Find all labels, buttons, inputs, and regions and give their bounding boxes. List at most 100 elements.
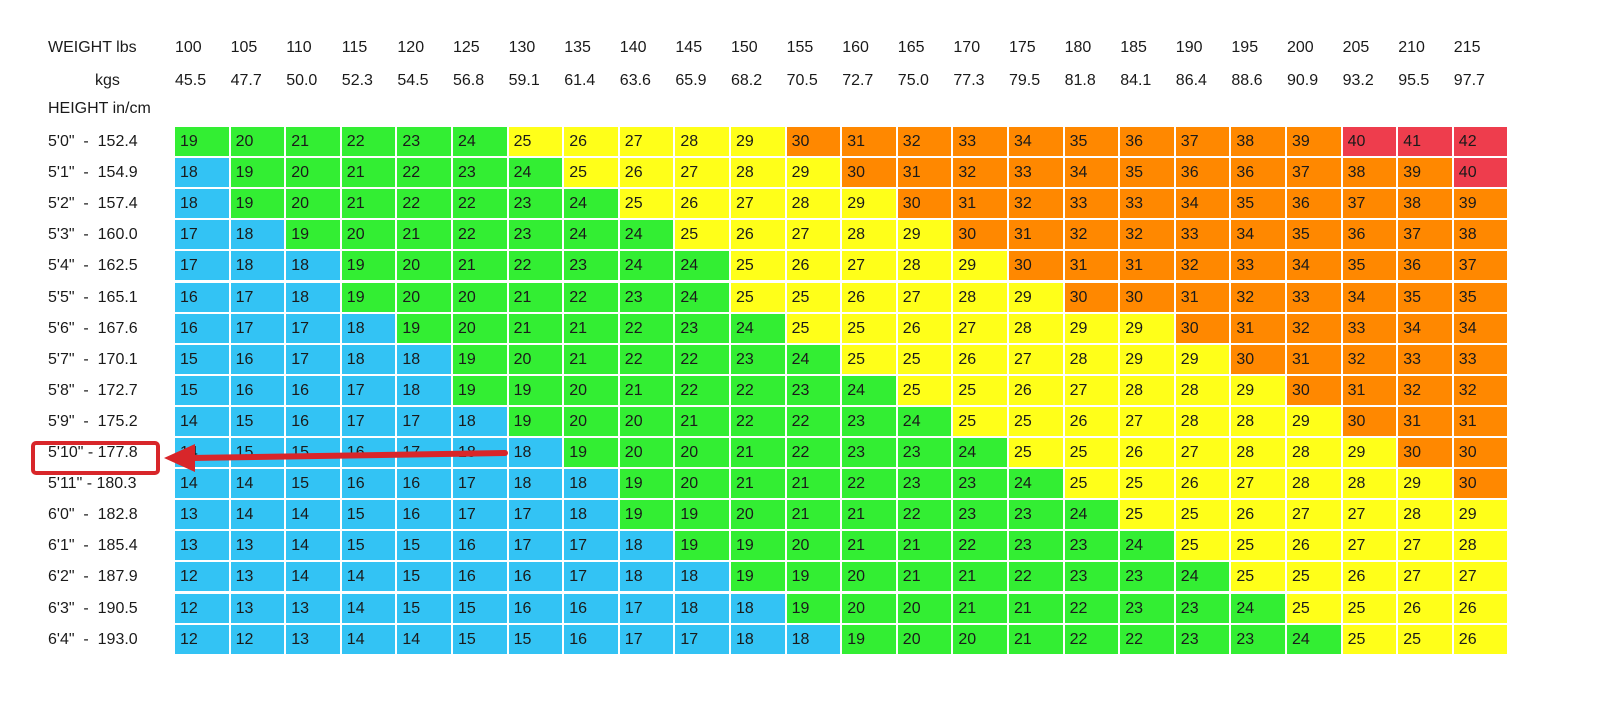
bmi-cell: 25 [1342,624,1397,654]
bmi-cell: 21 [453,251,507,281]
bmi-cell: 20 [842,562,896,592]
bmi-cell: 24 [675,251,729,281]
bmi-cell: 22 [786,406,841,436]
bmi-cell: 28 [1120,375,1174,405]
bmi-cell: 27 [731,189,785,219]
bmi-cell: 32 [1009,189,1063,219]
bmi-cell: 25 [619,189,674,219]
bmi-cell: 22 [397,189,451,219]
row-label: 5'0" - 152.4 [48,133,138,150]
bmi-cell: 27 [1453,562,1508,592]
bmi-cell: 18 [453,438,507,468]
bmi-cell: 23 [953,500,1007,530]
bmi-cell: 34 [1009,127,1063,157]
bmi-cell: 19 [564,438,618,468]
bmi-cell: 18 [731,624,785,654]
bmi-cell: 17 [286,344,340,374]
bmi-cell: 29 [1231,375,1285,405]
col-kgs-75.0: 75.0 [897,72,929,89]
col-lbs-125: 125 [453,39,480,56]
bmi-cell: 28 [786,189,841,219]
bmi-cell: 22 [1120,624,1174,654]
bmi-cell: 25 [1231,531,1285,561]
bmi-cell: 21 [786,469,841,499]
bmi-cell: 38 [1398,189,1452,219]
bmi-cell: 23 [1064,531,1119,561]
bmi-cell: 33 [1231,251,1285,281]
bmi-cell: 25 [842,344,896,374]
bmi-cell: 36 [1287,189,1341,219]
bmi-cell: 15 [341,531,396,561]
bmi-cell: 30 [786,127,841,157]
bmi-cell: 24 [731,313,785,343]
bmi-cell: 22 [731,375,785,405]
bmi-cell: 20 [397,251,451,281]
bmi-cell: 29 [953,251,1007,281]
col-lbs-160: 160 [842,39,869,56]
row-label: 6'1" - 185.4 [48,537,138,555]
bmi-cell: 30 [1287,375,1341,405]
col-lbs-170: 170 [953,39,981,56]
bmi-cell: 18 [453,406,507,436]
col-lbs-115: 115 [341,39,368,56]
bmi-cell: 15 [341,500,396,530]
bmi-cell: 35 [1453,282,1508,312]
col-lbs-180: 180 [1064,39,1092,56]
bmi-cell: 20 [564,375,618,405]
bmi-cell: 21 [286,127,340,157]
bmi-cell: 28 [1453,531,1508,561]
bmi-cell: 34 [1175,189,1230,219]
bmi-cell: 28 [1287,469,1341,499]
bmi-cell: 21 [842,531,896,561]
bmi-cell: 16 [564,593,618,623]
bmi-cell: 22 [619,313,674,343]
col-kgs-86.4: 86.4 [1175,72,1207,89]
col-lbs-100: 100 [175,39,202,56]
bmi-cell: 27 [1287,500,1341,530]
bmi-cell: 35 [1398,282,1452,312]
bmi-cell: 20 [842,593,896,623]
bmi-cell: 24 [675,282,729,312]
bmi-cell: 30 [1175,313,1230,343]
bmi-cell: 34 [1342,282,1397,312]
bmi-cell: 32 [1287,313,1341,343]
bmi-cell: 23 [842,438,896,468]
bmi-cell: 34 [1231,220,1285,250]
bmi-cell: 21 [731,469,785,499]
bmi-cell: 28 [1064,344,1119,374]
bmi-cell: 14 [175,438,229,468]
bmi-cell: 25 [1287,562,1341,592]
col-kgs-81.8: 81.8 [1064,72,1096,89]
bmi-cell: 26 [1453,593,1508,623]
bmi-cell: 31 [1120,251,1174,281]
bmi-cell: 25 [897,344,952,374]
bmi-cell: 19 [341,282,396,312]
row-label: 5'10" - 177.8 [48,444,138,461]
bmi-cell: 12 [175,593,229,623]
highlight-box [31,441,160,475]
bmi-cell: 20 [675,438,729,468]
col-lbs-105: 105 [230,39,258,56]
bmi-cell: 19 [731,562,785,592]
bmi-cell: 25 [1009,438,1063,468]
bmi-cell: 30 [1231,344,1285,374]
bmi-cell: 24 [1064,500,1119,530]
bmi-cell: 16 [286,406,340,436]
bmi-cell: 28 [953,282,1007,312]
bmi-cell: 22 [564,282,618,312]
bmi-cell: 20 [897,624,952,654]
bmi-cell: 30 [1064,282,1119,312]
bmi-cell: 26 [1453,624,1508,654]
col-lbs-145: 145 [675,39,703,56]
col-kgs-65.9: 65.9 [675,72,707,89]
bmi-cell: 22 [397,158,451,188]
bmi-cell: 15 [175,344,229,374]
bmi-cell: 22 [453,220,507,250]
bmi-cell: 20 [341,220,396,250]
bmi-cell: 15 [397,531,451,561]
bmi-cell: 25 [1120,469,1174,499]
bmi-cell: 25 [675,220,729,250]
bmi-cell: 29 [1009,282,1063,312]
row-label: 6'4" - 193.0 [48,630,138,648]
